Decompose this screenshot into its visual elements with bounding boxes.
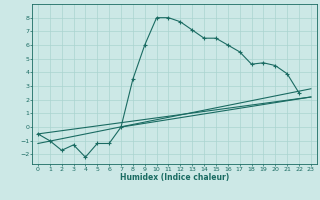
X-axis label: Humidex (Indice chaleur): Humidex (Indice chaleur) <box>120 173 229 182</box>
